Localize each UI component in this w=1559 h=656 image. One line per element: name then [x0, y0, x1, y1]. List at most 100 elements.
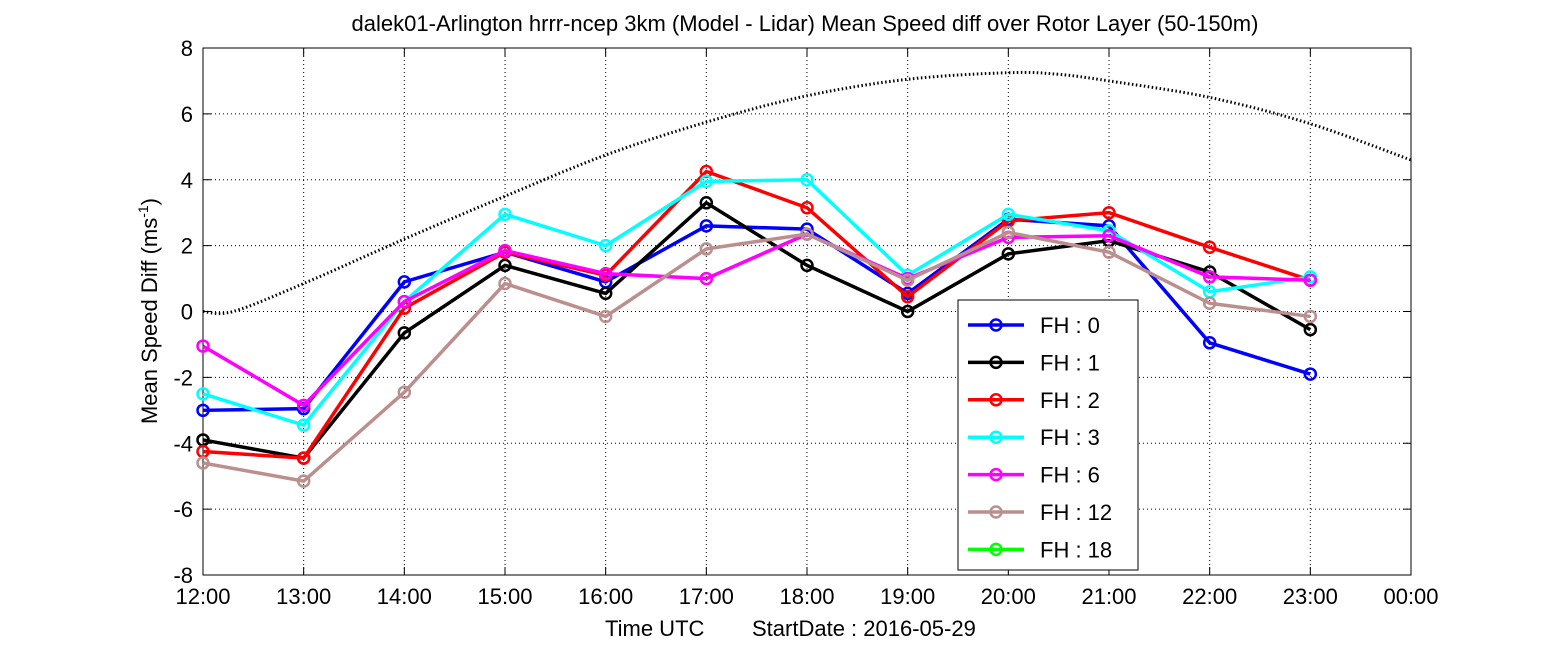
- legend-swatch-marker: [989, 542, 1003, 557]
- legend-swatch-marker: [989, 467, 1003, 482]
- data-point: [1001, 207, 1016, 222]
- legend-swatch-marker: [989, 355, 1003, 370]
- data-point: [498, 207, 512, 222]
- series-layer: [196, 164, 1318, 488]
- legend-label: FH : 1: [1040, 350, 1100, 375]
- data-point: [196, 387, 210, 401]
- y-tick-label: -6: [173, 497, 193, 522]
- x-axis-label: Time UTC StartDate : 2016-05-29: [605, 616, 976, 641]
- legend-label: FH : 18: [1040, 537, 1112, 562]
- axis-ticks: 12:00 13:00 14:00 15:00 16:00 17:00 18:00 19:00…: [173, 36, 1438, 609]
- series-line: [202, 232, 1311, 408]
- x-tick-label: 21:00: [1081, 584, 1136, 609]
- data-point: [1202, 270, 1217, 284]
- data-point: [900, 304, 915, 319]
- legend-swatch-marker: [989, 318, 1003, 332]
- data-point: [800, 227, 814, 241]
- reference-curve-line: [202, 70, 1412, 316]
- legend-item: FH : 0: [968, 313, 1100, 338]
- legend-label: FH : 3: [1040, 425, 1100, 450]
- data-point: [196, 403, 210, 418]
- x-tick-label: 15:00: [477, 584, 532, 609]
- data-point: [1202, 336, 1217, 350]
- data-point: [397, 294, 412, 309]
- data-point: [1303, 322, 1318, 337]
- series-line: [202, 177, 1311, 428]
- y-tick-label: 0: [181, 300, 193, 325]
- legend-label: FH : 6: [1040, 463, 1100, 488]
- data-point: [1202, 240, 1217, 255]
- data-point: [900, 273, 915, 287]
- data-point: [397, 326, 412, 340]
- data-point: [598, 309, 613, 324]
- data-point: [1001, 225, 1016, 240]
- x-tick-label: 18:00: [779, 584, 834, 609]
- reference-curve: [202, 70, 1412, 316]
- grid: [203, 48, 1411, 575]
- data-point: [498, 258, 512, 273]
- legend-item: FH : 12: [968, 500, 1112, 525]
- legend-item: FH : 6: [968, 463, 1100, 488]
- x-tick-label: 12:00: [175, 584, 230, 609]
- data-point: [800, 258, 814, 273]
- series-fh-6: [196, 227, 1318, 413]
- legend: FH : 0 FH : 1 FH : 2 FH : 3 FH : 6 FH : 12 FH …: [957, 299, 1139, 571]
- legend-box: [957, 299, 1139, 571]
- data-point: [1102, 228, 1116, 243]
- y-tick-label: 2: [181, 234, 193, 259]
- series-fh-12: [196, 225, 1318, 488]
- data-point: [699, 196, 714, 210]
- data-point: [397, 385, 412, 399]
- data-point: [598, 238, 613, 253]
- legend-label: FH : 12: [1040, 500, 1112, 525]
- data-point: [1001, 247, 1016, 261]
- data-point: [498, 276, 512, 291]
- legend-swatch-marker: [989, 430, 1003, 444]
- legend-item: FH : 18: [968, 537, 1112, 562]
- data-point: [800, 200, 814, 215]
- series-line: [202, 169, 1311, 460]
- series-line: [202, 230, 1311, 484]
- data-point: [699, 219, 714, 233]
- y-tick-label: 8: [181, 36, 193, 61]
- x-tick-label: 14:00: [377, 584, 432, 609]
- series-fh-3: [196, 173, 1318, 432]
- x-tick-label: 20:00: [981, 584, 1036, 609]
- data-point: [296, 474, 311, 488]
- x-tick-label: 22:00: [1182, 584, 1237, 609]
- data-point: [397, 275, 412, 289]
- data-point: [196, 339, 210, 353]
- x-tick-label: 17:00: [679, 584, 734, 609]
- data-point: [1102, 245, 1116, 259]
- data-point: [296, 398, 311, 413]
- data-point: [296, 418, 311, 432]
- chart-title: dalek01-Arlington hrrr-ncep 3km (Model -…: [352, 11, 1259, 36]
- y-tick-label: -4: [173, 431, 193, 456]
- x-tick-label: 00:00: [1383, 584, 1438, 609]
- data-point: [699, 174, 714, 189]
- y-axis-label: Mean Speed Diff (ms-1): [135, 198, 162, 424]
- series-line: [202, 200, 1312, 460]
- legend-swatch-marker: [989, 393, 1003, 407]
- y-tick-label: 6: [181, 102, 193, 127]
- x-tick-label: 16:00: [578, 584, 633, 609]
- data-point: [498, 243, 512, 258]
- legend-item: FH : 2: [968, 388, 1100, 413]
- data-point: [1303, 367, 1318, 381]
- data-point: [598, 266, 613, 281]
- data-point: [598, 286, 613, 301]
- x-tick-label: 13:00: [276, 584, 331, 609]
- x-tick-label: 19:00: [880, 584, 935, 609]
- y-tick-label: -2: [173, 365, 193, 390]
- data-point: [1303, 273, 1318, 287]
- data-point: [296, 451, 311, 465]
- legend-item: FH : 1: [968, 350, 1100, 375]
- data-point: [699, 242, 714, 256]
- series-line: [202, 217, 1311, 413]
- data-point: [1202, 296, 1217, 311]
- data-point: [1102, 205, 1116, 220]
- legend-swatch-marker: [989, 505, 1003, 519]
- legend-label: FH : 0: [1040, 313, 1100, 338]
- data-point: [699, 271, 714, 286]
